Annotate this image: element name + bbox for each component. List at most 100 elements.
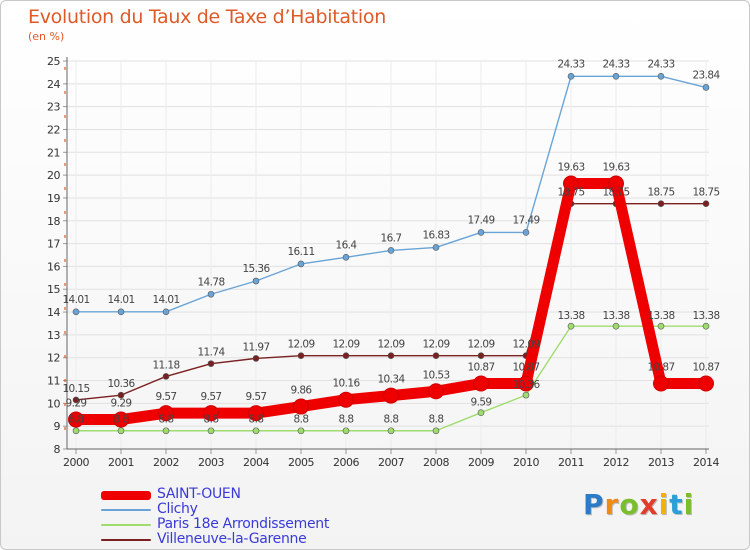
data-point: [432, 244, 440, 251]
data-label: 13.38: [602, 310, 629, 322]
data-point: [207, 360, 215, 367]
data-label: 12.09: [287, 339, 314, 351]
legend-swatch: [101, 509, 151, 511]
data-point: [477, 229, 485, 236]
data-label: 10.53: [422, 369, 449, 381]
legend-label: Clichy: [157, 501, 198, 517]
data-point: [518, 375, 534, 392]
data-label: 14.01: [62, 294, 89, 306]
data-point: [207, 290, 215, 298]
data-point: [702, 200, 710, 207]
data-point: [162, 373, 170, 380]
data-label: 8.8: [429, 414, 444, 426]
data-label: 9.59: [471, 397, 492, 409]
data-point: [477, 409, 485, 417]
data-label: 8.8: [204, 414, 219, 426]
data-point: [162, 427, 170, 435]
data-label: 15.36: [242, 263, 270, 275]
data-point: [117, 308, 125, 316]
legend-swatch: [101, 539, 151, 541]
legend-label: Paris 18e Arrondissement: [157, 516, 330, 532]
data-point: [387, 427, 395, 435]
data-point: [698, 375, 714, 392]
y-tick-label: 17: [47, 238, 60, 251]
data-point: [612, 322, 620, 330]
data-point: [563, 175, 579, 192]
legend-swatch: [101, 524, 151, 526]
data-point: [72, 308, 80, 316]
y-tick-label: 22: [47, 123, 60, 136]
data-point: [252, 355, 260, 362]
x-tick-label: 2012: [603, 456, 629, 469]
data-point: [608, 175, 624, 192]
data-label: 18.75: [647, 187, 674, 199]
data-label: 8.8: [339, 414, 354, 426]
data-label: 11.97: [242, 341, 269, 353]
data-label: 16.11: [287, 246, 314, 258]
logo-letter: t: [669, 488, 684, 521]
data-point: [567, 72, 575, 80]
y-tick-label: 15: [47, 283, 60, 296]
data-point: [113, 411, 129, 428]
data-label: 18.75: [557, 187, 584, 199]
data-point: [293, 398, 309, 415]
x-tick-label: 2008: [423, 456, 449, 469]
data-label: 8.8: [294, 414, 309, 426]
data-point: [297, 427, 305, 435]
data-point: [342, 253, 350, 261]
y-tick-label: 21: [47, 146, 60, 159]
y-tick-label: 14: [47, 306, 60, 319]
data-label: 12.09: [377, 339, 404, 351]
x-tick-label: 2006: [333, 456, 359, 469]
data-label: 14.01: [107, 294, 134, 306]
data-label: 18.75: [602, 187, 629, 199]
data-label: 14.01: [152, 294, 179, 306]
y-tick-label: 16: [47, 260, 60, 273]
data-label: 17.49: [467, 214, 494, 226]
y-tick-label: 24: [47, 78, 60, 91]
legend-swatch: [101, 491, 151, 500]
data-point: [383, 387, 399, 404]
data-point: [702, 322, 710, 330]
data-label: 10.87: [692, 361, 719, 373]
data-label: 9.86: [291, 385, 313, 397]
chart-subtitle: (en %): [28, 30, 65, 43]
x-tick-label: 2005: [288, 456, 314, 469]
data-label: 16.83: [422, 229, 449, 241]
y-tick-label: 23: [47, 101, 60, 114]
data-label: 11.74: [197, 347, 225, 359]
data-point: [522, 229, 530, 236]
data-point: [162, 308, 170, 316]
data-point: [117, 427, 125, 435]
data-label: 8.8: [114, 414, 129, 426]
chart-title: Evolution du Taux de Taxe d’Habitation: [28, 6, 386, 28]
proxiti-logo: Proxiti: [583, 488, 694, 521]
legend-label: Villeneuve-la-Garenne: [157, 531, 307, 547]
data-point: [702, 84, 710, 91]
data-label: 10.87: [647, 361, 674, 373]
data-label: 9.57: [156, 391, 177, 403]
data-label: 10.87: [467, 361, 494, 373]
logo-letter: o: [619, 488, 640, 521]
x-tick-label: 2014: [693, 456, 719, 469]
data-label: 9.57: [201, 391, 222, 403]
x-tick-label: 2001: [108, 456, 134, 469]
data-label: 8.8: [249, 414, 264, 426]
data-point: [68, 411, 84, 428]
data-point: [387, 247, 395, 254]
data-point: [653, 375, 669, 392]
logo-letter: r: [604, 488, 620, 521]
data-label: 11.18: [152, 359, 179, 371]
data-point: [72, 427, 80, 435]
data-point: [72, 396, 80, 404]
data-label: 18.75: [692, 187, 719, 199]
data-point: [522, 391, 530, 399]
data-point: [567, 322, 575, 330]
data-label: 13.38: [557, 310, 584, 322]
logo-letter: i: [683, 488, 695, 521]
data-label: 8.8: [159, 414, 174, 426]
data-label: 19.63: [602, 162, 629, 174]
data-point: [158, 405, 174, 422]
